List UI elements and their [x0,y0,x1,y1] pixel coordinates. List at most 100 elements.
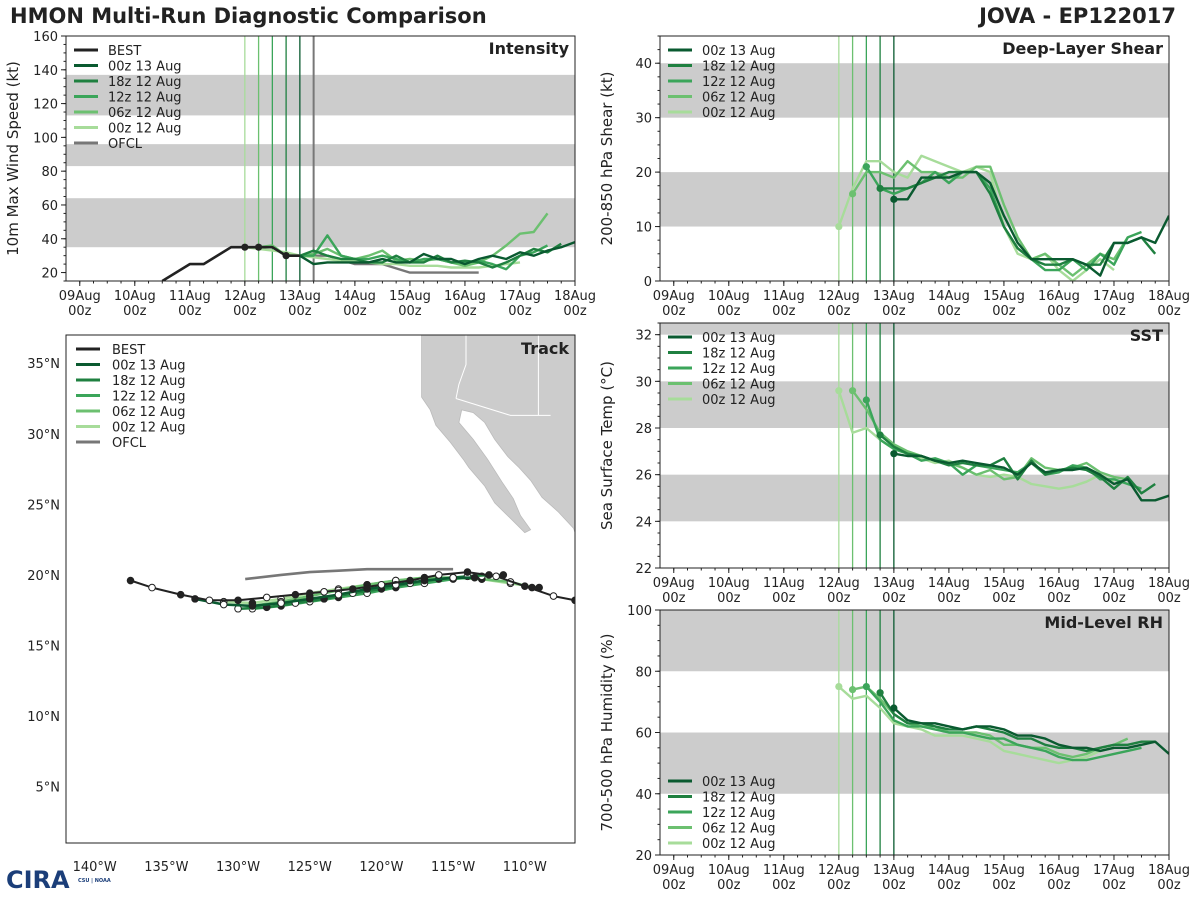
lat-tick-label: 5°N [36,781,61,796]
panel-title: Mid-Level RH [1044,613,1163,632]
shaded-band [660,381,1169,428]
x-tick-label-hour: 00z [772,878,796,893]
track-point-best [176,590,185,599]
track-point-best [348,585,357,593]
legend-label-18z-12-aug: 18z 12 Aug [702,60,776,75]
legend-label-06z-12-aug: 06z 12 Aug [702,822,776,837]
y-axis-label: 10m Max Wind Speed (kt) [4,61,22,256]
map-area [126,335,575,613]
marker-00z-13-aug [890,195,898,203]
shaded-band [660,323,1169,335]
x-tick-label-hour: 00z [398,304,422,319]
track-point-00z-13-aug [277,599,285,607]
y-tick-label: 28 [635,422,652,437]
legend-label-00z-13-aug: 00z 13 Aug [112,359,186,374]
y-tick-label: 30 [635,375,652,390]
y-tick-label: 80 [635,665,652,680]
state-border [455,335,467,399]
x-tick-label-day: 14Aug [334,289,376,304]
y-tick-label: 32 [635,329,652,344]
x-tick-label-day: 10Aug [708,576,750,591]
y-tick-label: 80 [41,165,58,180]
x-tick-label-day: 12Aug [818,863,860,878]
x-tick-label-hour: 00z [827,304,851,319]
legend-label-ofcl: OFCL [112,436,147,451]
marker-best [241,243,249,251]
series-line-00z-13-aug [893,170,1169,277]
x-tick-label-hour: 00z [882,304,906,319]
series-line-12z-12-aug [865,685,1142,762]
cira-logo: CIRA CSU | NOAA [6,866,111,894]
series-line-06z-12-aug [851,159,1129,277]
x-tick-label-day: 15Aug [983,289,1025,304]
x-tick-label-day: 10Aug [708,863,750,878]
panel-title: Track [521,339,569,358]
x-tick-label-day: 13Aug [873,289,915,304]
x-tick-label-hour: 00z [992,591,1016,606]
legend-label-00z-12-aug: 00z 12 Aug [108,122,182,137]
legend-label-06z-12-aug: 06z 12 Aug [702,378,776,393]
x-tick-label-hour: 00z [233,304,257,319]
marker-00z-12-aug [835,387,843,395]
lat-tick-label: 10°N [27,710,60,725]
track-point-best [148,583,156,592]
y-axis-label: Sea Surface Temp (°C) [598,361,616,530]
x-tick-label-hour: 00z [1102,878,1126,893]
marker-06z-12-aug [848,190,857,198]
y-tick-label: 0 [644,275,652,290]
lat-tick-label: 35°N [27,357,60,372]
track-point-00z-13-aug [219,600,228,609]
x-tick-label-hour: 00z [772,304,796,319]
x-tick-label-day: 10Aug [114,289,156,304]
track-point-best [234,596,242,605]
x-tick-label-day: 11Aug [763,863,805,878]
logo-text: CIRA [6,866,70,894]
panel-title: Intensity [489,39,570,58]
plot-area [66,36,575,281]
series-line-00z-13-aug [893,452,1169,502]
x-tick-label-hour: 00z [882,591,906,606]
track-point-best [126,576,135,585]
marker-06z-12-aug [848,387,857,395]
page-title: HMON Multi-Run Diagnostic Comparison [10,4,487,28]
rh-chart: 2040608010009Aug00z10Aug00z11Aug00z12Aug… [598,604,1190,893]
x-tick-label-day: 18Aug [554,289,596,304]
track-map: 5°N 10°N 15°N 20°N 25°N 30°N 35°N 140°W 135°W 130… [27,334,576,875]
y-tick-label: 120 [33,98,58,113]
x-tick-label-hour: 00z [178,304,202,319]
map-frame [65,334,576,844]
x-tick-label-day: 17Aug [1093,576,1135,591]
y-tick-label: 22 [635,562,652,577]
plot-frame [65,35,576,282]
marker-best [254,243,263,251]
series-line-06z-12-aug [851,389,1128,481]
x-tick-label-day: 18Aug [1148,863,1190,878]
y-tick-label: 20 [635,166,652,181]
x-tick-label-hour: 00z [68,304,92,319]
plot-frame [659,322,1170,569]
state-border [455,398,551,416]
x-tick-label-day: 15Aug [983,576,1025,591]
x-tick-label-hour: 00z [992,304,1016,319]
track-point-00z-13-aug [470,573,479,582]
y-tick-label: 30 [635,112,652,127]
x-tick-label-hour: 00z [343,304,367,319]
series-line-best [161,245,300,281]
y-tick-label: 40 [41,233,58,248]
y-tick-label: 40 [635,57,652,72]
track-point-best [434,571,443,579]
shaded-band [66,198,575,248]
x-tick-label-hour: 00z [827,878,851,893]
x-tick-label-day: 16Aug [1038,289,1080,304]
x-tick-label-hour: 00z [1047,878,1071,893]
x-tick-label-hour: 00z [508,304,532,319]
x-tick-label-day: 16Aug [1038,863,1080,878]
legend-label-00z-12-aug: 00z 12 Aug [702,837,776,852]
x-tick-label-day: 10Aug [708,289,750,304]
land-mass [421,335,575,534]
x-tick-label-day: 16Aug [1038,576,1080,591]
x-tick-label-day: 13Aug [873,863,915,878]
x-tick-label-hour: 00z [1157,304,1181,319]
x-tick-label-day: 09Aug [59,289,101,304]
